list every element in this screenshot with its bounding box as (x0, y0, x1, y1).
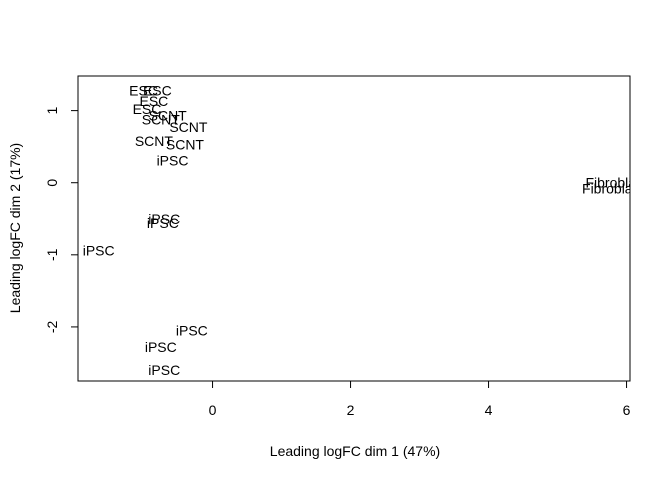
x-tick-label: 0 (209, 402, 217, 418)
point-label-ipsc: iPSC (148, 211, 180, 227)
x-tick-label: 4 (485, 402, 493, 418)
point-label-ipsc: iPSC (145, 339, 177, 355)
point-label-scnt: SCNT (166, 136, 205, 152)
point-label-fibroblast: Fibroblast (582, 180, 644, 196)
point-label-esc: ESC (140, 93, 169, 109)
point-label-scnt: SCNT (149, 108, 188, 124)
point-label-ipsc: iPSC (148, 362, 180, 378)
x-axis: 0 2 4 6 (209, 380, 631, 418)
point-label-scnt: SCNT (142, 111, 181, 127)
point-label-esc: ESC (133, 101, 162, 117)
point-label-ipsc: iPSC (176, 323, 208, 339)
x-tick-label: 2 (347, 402, 355, 418)
y-tick-label: -1 (44, 248, 60, 261)
point-labels: ESCESCESCESCSCNTSCNTSCNTSCNTSCNTiPSCiPSC… (83, 82, 647, 378)
x-axis-title: Leading logFC dim 1 (47%) (270, 443, 440, 459)
x-tick-label: 6 (623, 402, 631, 418)
point-label-ipsc: iPSC (147, 215, 179, 231)
point-label-scnt: SCNT (135, 133, 174, 149)
y-tick-label: 0 (44, 179, 60, 187)
point-label-esc: ESC (129, 82, 158, 98)
point-label-esc: ESC (143, 82, 172, 98)
point-label-ipsc: iPSC (157, 152, 189, 168)
point-label-fibroblast: Fibroblast (585, 175, 647, 191)
point-label-scnt: SCNT (169, 119, 208, 135)
y-axis: -2 -1 0 1 (44, 107, 79, 333)
y-tick-label: -2 (44, 320, 60, 333)
y-axis-title: Leading logFC dim 2 (17%) (7, 143, 23, 313)
y-tick-label: 1 (44, 107, 60, 115)
point-label-ipsc: iPSC (83, 242, 115, 258)
